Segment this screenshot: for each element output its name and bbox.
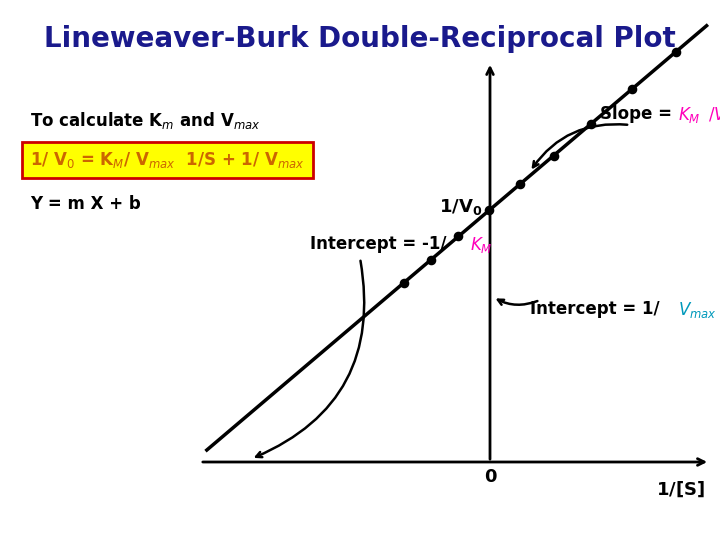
Point bbox=[483, 206, 495, 215]
Text: Intercept = 1/: Intercept = 1/ bbox=[530, 300, 660, 318]
Text: To calculate K$_m$ and V$_{max}$: To calculate K$_m$ and V$_{max}$ bbox=[30, 110, 261, 131]
Text: $K_M$: $K_M$ bbox=[470, 235, 492, 255]
Text: Y = m X + b: Y = m X + b bbox=[30, 195, 140, 213]
Point bbox=[398, 278, 410, 287]
Point bbox=[670, 48, 682, 56]
Point bbox=[514, 180, 526, 189]
Point bbox=[626, 85, 638, 93]
Text: 0: 0 bbox=[484, 468, 496, 486]
Point bbox=[453, 232, 464, 241]
Text: $K_M$: $K_M$ bbox=[678, 105, 701, 125]
Point bbox=[426, 255, 437, 264]
Text: $/V_{max}$: $/V_{max}$ bbox=[708, 105, 720, 125]
Text: 1/ V$_0$ = K$_M$/ V$_{max}$  1/S + 1/ V$_{max}$: 1/ V$_0$ = K$_M$/ V$_{max}$ 1/S + 1/ V$_… bbox=[30, 150, 305, 170]
Text: $\mathbf{1/V_0}$: $\mathbf{1/V_0}$ bbox=[438, 197, 482, 217]
Text: Slope =: Slope = bbox=[600, 105, 678, 123]
Text: Intercept = -1/: Intercept = -1/ bbox=[310, 235, 446, 253]
Point bbox=[585, 119, 597, 128]
Text: Lineweaver-Burk Double-Reciprocal Plot: Lineweaver-Burk Double-Reciprocal Plot bbox=[44, 25, 676, 53]
Text: $\mathbf{1/[S]}$: $\mathbf{1/[S]}$ bbox=[656, 480, 705, 500]
Point bbox=[548, 151, 559, 160]
Text: $V_{max}$: $V_{max}$ bbox=[678, 300, 717, 320]
